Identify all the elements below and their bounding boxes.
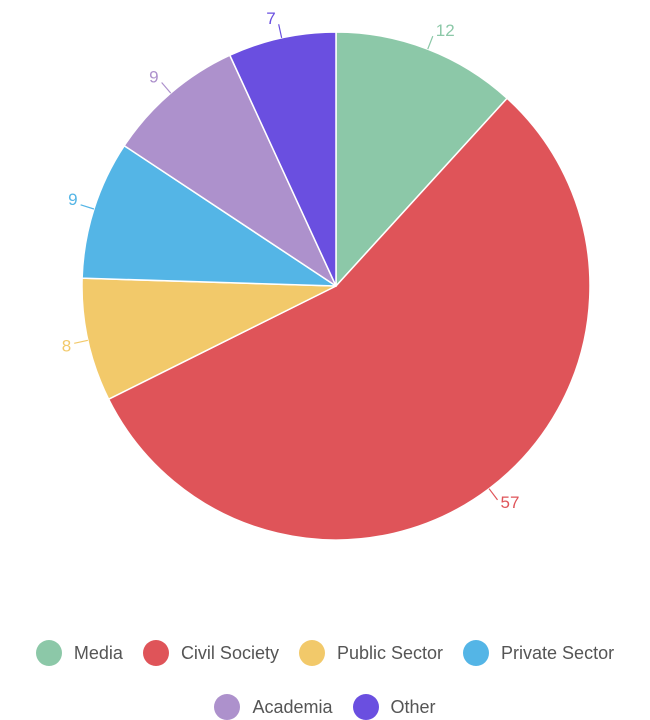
data-label-other: 7 bbox=[266, 9, 275, 28]
legend-swatch-civil-society bbox=[142, 640, 169, 666]
pie-slice-private-sector[interactable] bbox=[81, 144, 337, 287]
legend-item-civil-society[interactable]: Civil Society bbox=[142, 640, 279, 666]
legend-row-2: Academia Other bbox=[0, 694, 650, 720]
legend-item-other[interactable]: Other bbox=[352, 694, 436, 720]
leader-line-academia bbox=[161, 82, 172, 94]
legend-item-public-sector[interactable]: Public Sector bbox=[298, 640, 444, 666]
data-label-academia: 9 bbox=[149, 67, 158, 86]
pie-slice-civil-society[interactable] bbox=[107, 97, 591, 541]
legend-label-media: Media bbox=[73, 642, 123, 663]
data-label-media: 12 bbox=[436, 21, 455, 40]
legend-item-academia[interactable]: Academia bbox=[214, 694, 333, 720]
legend-item-media[interactable]: Media bbox=[35, 640, 123, 666]
data-label-public-sector: 8 bbox=[62, 336, 71, 355]
data-label-private-sector: 9 bbox=[68, 190, 77, 209]
legend-swatch-academia bbox=[214, 694, 241, 720]
leader-line-public-sector bbox=[74, 339, 89, 344]
legend-label-other: Other bbox=[390, 696, 436, 717]
leader-line-media bbox=[427, 35, 434, 50]
pie-slice-academia[interactable] bbox=[123, 54, 337, 287]
pie-slice-other[interactable] bbox=[229, 31, 337, 287]
legend-swatch-private-sector bbox=[463, 640, 490, 666]
legend-swatch-public-sector bbox=[298, 640, 325, 666]
legend-label-public-sector: Public Sector bbox=[336, 642, 444, 663]
legend-row-1: Media Civil Society Public Sector Privat… bbox=[0, 640, 650, 666]
legend-swatch-media bbox=[35, 640, 62, 666]
legend-swatch-other bbox=[352, 694, 379, 720]
leader-line-private-sector bbox=[80, 204, 95, 210]
legend-item-private-sector[interactable]: Private Sector bbox=[463, 640, 614, 666]
legend-label-civil-society: Civil Society bbox=[180, 642, 279, 663]
pie-slice-public-sector[interactable] bbox=[81, 277, 337, 400]
data-label-civil-society: 57 bbox=[501, 493, 520, 512]
legend-label-private-sector: Private Sector bbox=[501, 642, 615, 663]
leader-line-civil-society bbox=[488, 488, 498, 501]
leader-line-other bbox=[278, 24, 283, 39]
pie-slice-media[interactable] bbox=[335, 31, 508, 287]
legend-label-academia: Academia bbox=[252, 696, 333, 717]
